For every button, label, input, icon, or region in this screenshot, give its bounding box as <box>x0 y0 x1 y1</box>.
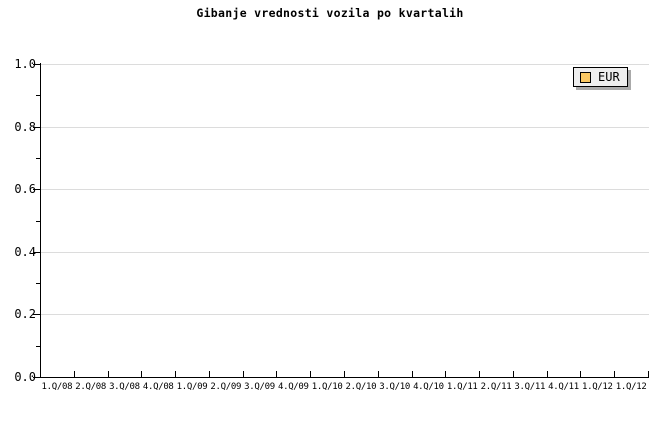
x-boundary-tick <box>310 371 311 377</box>
x-boundary-tick <box>547 371 548 377</box>
y-gridline <box>41 252 649 253</box>
x-tick-label: 2.Q/09 <box>210 382 242 392</box>
x-tick-label: 3.Q/10 <box>379 382 410 392</box>
y-minor-tick <box>36 221 40 222</box>
y-gridline <box>41 314 649 315</box>
y-gridline <box>41 64 649 65</box>
x-tick-label: 2.Q/10 <box>345 382 377 392</box>
y-minor-tick <box>36 283 40 284</box>
x-tick-label: 4.Q/10 <box>413 382 444 392</box>
x-tick-label: 1.Q/08 <box>41 382 73 392</box>
x-tick-label: 4.Q/08 <box>142 382 174 392</box>
y-axis-line <box>40 63 41 378</box>
x-boundary-tick <box>648 371 649 377</box>
x-tick-label: 1.Q/11 <box>446 382 478 392</box>
x-tick-label: 4.Q/09 <box>277 382 309 392</box>
y-minor-tick <box>36 346 40 347</box>
x-boundary-tick <box>378 371 379 377</box>
y-major-tick <box>33 314 40 315</box>
x-boundary-tick <box>276 371 277 377</box>
x-boundary-tick <box>580 371 581 377</box>
x-axis-line <box>40 377 649 378</box>
x-boundary-tick <box>74 371 75 377</box>
y-minor-tick <box>36 158 40 159</box>
x-boundary-tick <box>108 371 109 377</box>
y-major-tick <box>33 64 40 65</box>
legend: EUR <box>573 67 628 87</box>
y-major-tick <box>33 127 40 128</box>
x-boundary-tick <box>445 371 446 377</box>
x-boundary-tick <box>175 371 176 377</box>
y-major-tick <box>33 252 40 253</box>
y-tick-label: 0.6 <box>14 182 36 196</box>
x-tick-label: 3.Q/09 <box>244 382 275 392</box>
x-tick-label: 1.Q/12 <box>581 382 613 392</box>
x-tick-label: 3.Q/11 <box>514 382 546 392</box>
x-boundary-tick <box>513 371 514 377</box>
x-tick-label: 1.Q/09 <box>176 382 208 392</box>
x-tick-label: 2.Q/11 <box>480 382 512 392</box>
chart-title: Gibanje vrednosti vozila po kvartalih <box>196 6 464 20</box>
x-boundary-tick <box>243 371 244 377</box>
x-boundary-tick <box>412 371 413 377</box>
x-tick-label: 1.Q/10 <box>311 382 343 392</box>
y-tick-label: 0.8 <box>14 120 36 134</box>
x-tick-label: 2.Q/08 <box>75 382 106 392</box>
legend-swatch-icon <box>580 71 591 83</box>
x-tick-label: 1.Q/12 <box>615 382 647 392</box>
x-boundary-tick <box>614 371 615 377</box>
x-boundary-tick <box>479 371 480 377</box>
x-boundary-tick <box>141 371 142 377</box>
legend-series-label: EUR <box>598 70 620 84</box>
y-major-tick <box>33 189 40 190</box>
y-gridline <box>41 189 649 190</box>
y-major-tick <box>33 377 40 378</box>
x-tick-label: 3.Q/08 <box>109 382 140 392</box>
x-boundary-tick <box>344 371 345 377</box>
x-tick-label: 4.Q/11 <box>548 382 579 392</box>
y-tick-label: 0.0 <box>14 370 36 384</box>
y-tick-label: 0.2 <box>14 307 36 321</box>
x-boundary-tick <box>209 371 210 377</box>
y-tick-label: 0.4 <box>14 245 36 259</box>
y-gridline <box>41 127 649 128</box>
y-minor-tick <box>36 95 40 96</box>
y-tick-label: 1.0 <box>14 57 36 71</box>
